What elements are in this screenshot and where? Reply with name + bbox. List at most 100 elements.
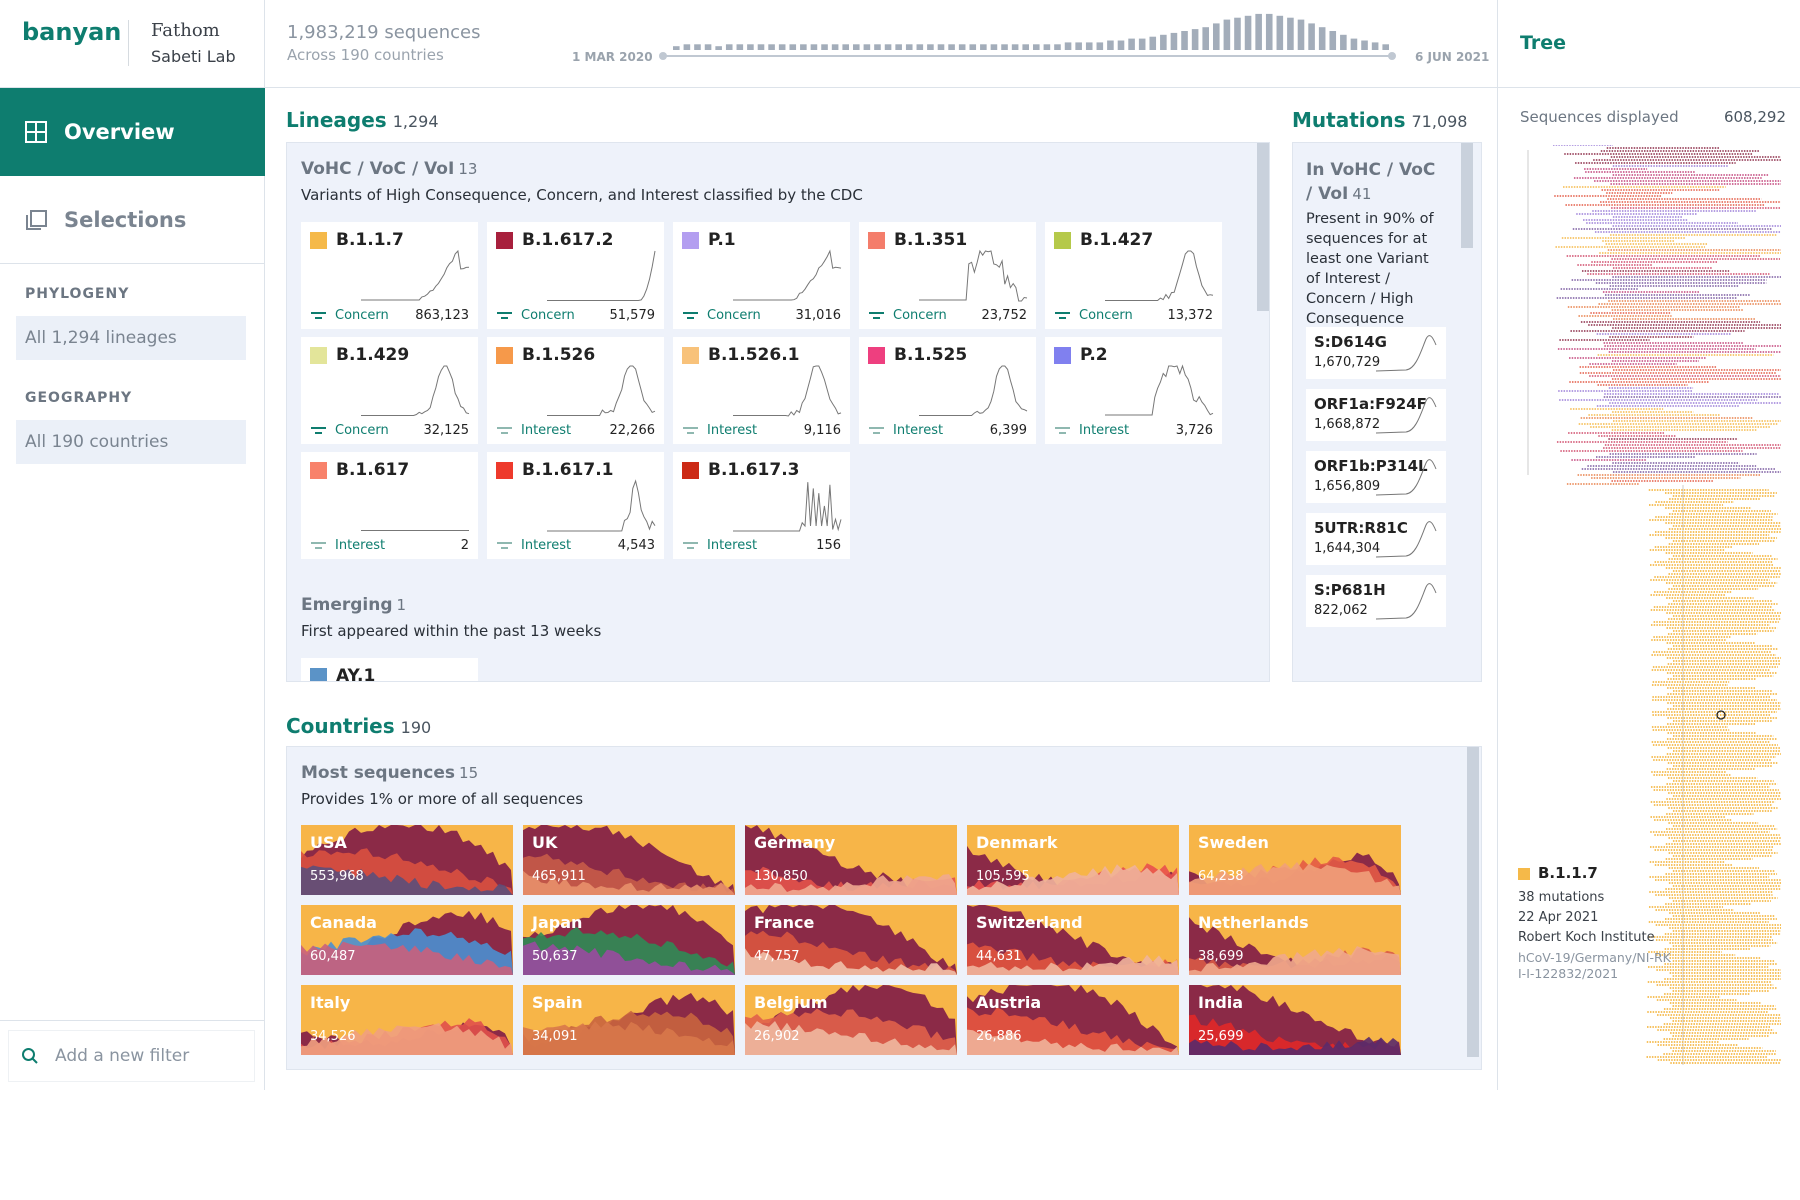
selected-node-marker[interactable] [1716, 710, 1726, 720]
lineages-title: Lineages [286, 108, 387, 132]
sequence-subtitle: Across 190 countries [287, 46, 444, 64]
lineage-card[interactable]: B.1.617.3 Interest 156 [673, 452, 850, 559]
lineage-card-emerging[interactable]: AY.1 [301, 658, 478, 682]
timeline-bar [694, 44, 701, 50]
timeline-bar [1340, 34, 1347, 50]
tree-title: Tree [1520, 32, 1567, 54]
filter-icon [311, 427, 326, 434]
selected-sequence-id: hCoV-19/Germany/NI-RKI-I-122832/2021 [1518, 950, 1671, 981]
mutations-description: Present in 90% of sequences for at least… [1306, 211, 1434, 327]
country-card[interactable]: Denmark 105,595 [967, 825, 1179, 895]
phylogeny-label: PHYLOGENY [25, 286, 130, 302]
lineage-card[interactable]: B.1.526.1 Interest 9,116 [673, 337, 850, 444]
nav-selections-label: Selections [64, 207, 187, 232]
country-card[interactable]: Italy 34,526 [301, 985, 513, 1055]
lineage-card[interactable]: B.1.525 Interest 6,399 [859, 337, 1036, 444]
lineage-card[interactable]: B.1.351 Concern 23,752 [859, 222, 1036, 329]
countries-title: Countries [286, 714, 395, 738]
tree-panel: Tree Sequences displayed 608,292 B.1.1.7… [1497, 0, 1800, 1090]
country-name: Spain [532, 993, 583, 1012]
timeline-bar [1011, 44, 1019, 50]
country-card[interactable]: Austria 26,886 [967, 985, 1179, 1055]
mutation-card[interactable]: ORF1b:P314L 1,656,809 [1306, 451, 1446, 503]
nav-overview[interactable]: Overview [0, 88, 265, 176]
lineage-name: B.1.617.3 [708, 460, 800, 480]
nav-overview-label: Overview [64, 120, 175, 144]
mutation-count: 1,670,729 [1314, 355, 1381, 370]
timeline-bar [1191, 29, 1199, 50]
timeline-bar [980, 44, 987, 50]
vohc-heading: VoHC / VoC / VoI 13 [301, 159, 477, 179]
brand-divider [128, 20, 129, 66]
partner-name: Fathom [151, 20, 220, 41]
country-card[interactable]: Japan 50,637 [523, 905, 735, 975]
lineage-card[interactable]: B.1.429 Concern 32,125 [301, 337, 478, 444]
timeline-bar [725, 44, 733, 50]
mutation-sparkline [1376, 521, 1437, 558]
selected-date: 22 Apr 2021 [1518, 910, 1599, 925]
countries-scrollbar[interactable] [1467, 747, 1479, 1057]
lineage-card[interactable]: B.1.1.7 Concern 863,123 [301, 222, 478, 329]
timeline-bar [1318, 27, 1326, 50]
timeline-bar [1371, 42, 1379, 50]
lineage-name: B.1.427 [1080, 230, 1154, 250]
phylogenetic-tree[interactable] [1523, 145, 1783, 1070]
phylogeny-filter[interactable]: All 1,294 lineages [16, 316, 246, 360]
vohc-count: 13 [458, 160, 478, 178]
timeline-bar [673, 46, 680, 50]
country-card[interactable]: Canada 60,487 [301, 905, 513, 975]
add-filter-input[interactable]: Add a new filter [8, 1030, 255, 1082]
timeline-end-date: 6 JUN 2021 [1415, 50, 1490, 64]
mutation-count: 822,062 [1314, 603, 1368, 618]
lineage-color-swatch [496, 347, 513, 364]
country-card[interactable]: UK 465,911 [523, 825, 735, 895]
lineage-card[interactable]: B.1.427 Concern 13,372 [1045, 222, 1222, 329]
mutations-scrollbar[interactable] [1461, 143, 1473, 248]
timeline-bar [1096, 42, 1104, 50]
country-card[interactable]: India 25,699 [1189, 985, 1401, 1055]
mutation-card[interactable]: S:D614G 1,670,729 [1306, 327, 1446, 379]
country-lineage-stream [745, 905, 957, 975]
lineage-sparkline [1105, 364, 1214, 416]
lineage-card[interactable]: B.1.617.2 Concern 51,579 [487, 222, 664, 329]
timeline-bar [884, 44, 892, 50]
lineage-card[interactable]: B.1.526 Interest 22,266 [487, 337, 664, 444]
country-card[interactable]: France 47,757 [745, 905, 957, 975]
lineage-color-swatch [682, 347, 699, 364]
country-card[interactable]: Sweden 64,238 [1189, 825, 1401, 895]
country-card[interactable]: Belgium 26,902 [745, 985, 957, 1055]
lineage-color-swatch [496, 232, 513, 249]
lineage-name: B.1.525 [894, 345, 968, 365]
mutation-card[interactable]: 5UTR:R81C 1,644,304 [1306, 513, 1446, 565]
mutation-name: S:P681H [1314, 581, 1386, 599]
country-card[interactable]: USA 553,968 [301, 825, 513, 895]
nav-selections[interactable]: Selections [0, 176, 265, 264]
timeline-start-handle[interactable] [659, 52, 667, 60]
timeline-histogram[interactable] [655, 10, 1405, 66]
mutation-card[interactable]: S:P681H 822,062 [1306, 575, 1446, 627]
lineage-color-swatch [868, 347, 885, 364]
country-count: 130,850 [754, 869, 808, 884]
country-lineage-stream [967, 825, 1179, 895]
lineage-count: 6,399 [989, 423, 1027, 438]
country-lineage-stream [745, 985, 957, 1055]
lineage-card[interactable]: P.1 Concern 31,016 [673, 222, 850, 329]
country-card[interactable]: Netherlands 38,699 [1189, 905, 1401, 975]
country-card[interactable]: Spain 34,091 [523, 985, 735, 1055]
lineage-card[interactable]: B.1.617 Interest 2 [301, 452, 478, 559]
timeline-end-handle[interactable] [1388, 52, 1396, 60]
lineages-scrollbar[interactable] [1257, 143, 1269, 311]
mutation-name: 5UTR:R81C [1314, 519, 1408, 537]
lineage-sparkline [547, 365, 656, 416]
lineage-card[interactable]: P.2 Interest 3,726 [1045, 337, 1222, 444]
lineage-name: B.1.429 [336, 345, 410, 365]
country-card[interactable]: Switzerland 44,631 [967, 905, 1179, 975]
lineage-color-swatch [1054, 347, 1071, 364]
lineage-card[interactable]: B.1.617.1 Interest 4,543 [487, 452, 664, 559]
mutation-card[interactable]: ORF1a:F924F 1,668,872 [1306, 389, 1446, 441]
timeline-bar [1276, 15, 1284, 51]
geography-filter[interactable]: All 190 countries [16, 420, 246, 464]
lineage-name: AY.1 [336, 666, 376, 682]
country-card[interactable]: Germany 130,850 [745, 825, 957, 895]
lineage-class: Interest [707, 538, 758, 553]
